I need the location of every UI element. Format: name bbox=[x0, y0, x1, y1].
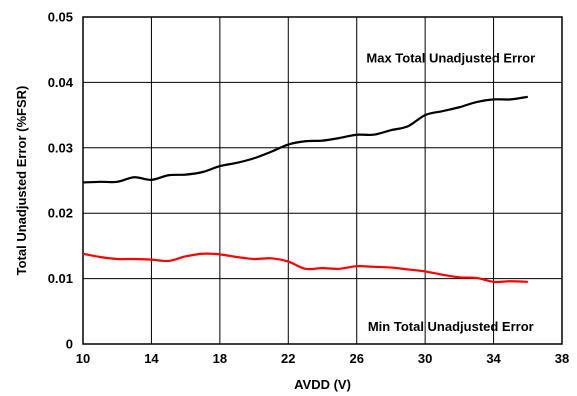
y-tick-label: 0.05 bbox=[48, 10, 73, 25]
annotation-2: Min Total Unadjusted Error bbox=[368, 319, 534, 334]
y-axis-label: Total Unadjusted Error (%FSR) bbox=[14, 86, 29, 276]
y-tick-label: 0.04 bbox=[48, 75, 74, 90]
x-tick-label: 26 bbox=[349, 351, 363, 366]
series-line-1 bbox=[82, 95, 528, 184]
x-tick-label: 14 bbox=[144, 351, 159, 366]
x-tick-label: 10 bbox=[76, 351, 90, 366]
x-tick-labels: 10 14 18 22 26 30 34 38 bbox=[76, 351, 569, 366]
y-tick-label: 0 bbox=[66, 337, 73, 352]
x-tick-label: 18 bbox=[213, 351, 227, 366]
plot-frame bbox=[82, 16, 563, 345]
y-tick-labels: 0 0.01 0.02 0.03 0.04 0.05 bbox=[48, 10, 74, 352]
y-tick-label: 0.01 bbox=[48, 271, 73, 286]
x-tick-label: 30 bbox=[418, 351, 432, 366]
series-line-2 bbox=[82, 252, 528, 284]
x-axis-label: AVDD (V) bbox=[294, 377, 351, 392]
x-tick-label: 22 bbox=[281, 351, 295, 366]
annotations: Max Total Unadjusted Error Min Total Unad… bbox=[366, 51, 535, 334]
x-tick-label: 38 bbox=[555, 351, 569, 366]
x-tick-label: 34 bbox=[486, 351, 501, 366]
annotation-1: Max Total Unadjusted Error bbox=[366, 51, 535, 66]
y-tick-label: 0.02 bbox=[48, 206, 73, 221]
grid bbox=[83, 17, 562, 344]
series-layer bbox=[82, 95, 528, 284]
y-tick-label: 0.03 bbox=[48, 140, 73, 155]
